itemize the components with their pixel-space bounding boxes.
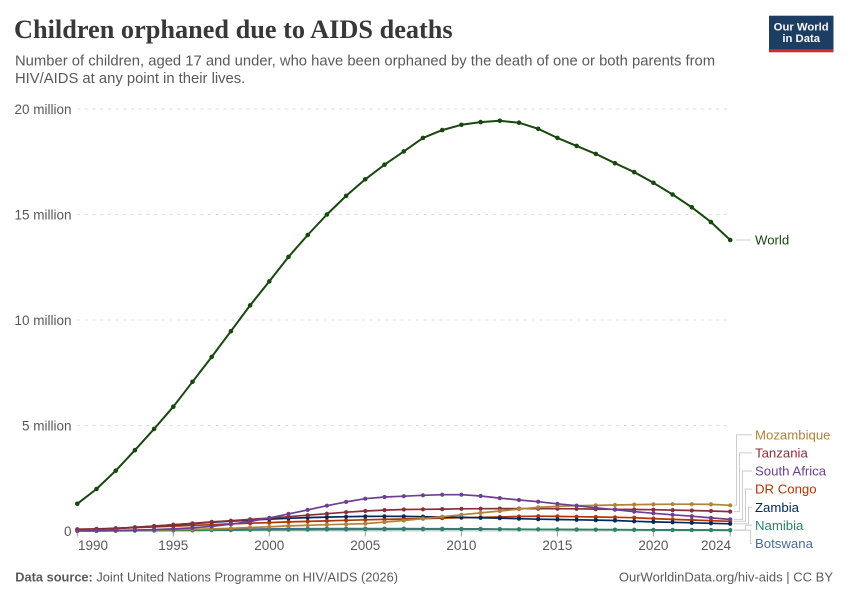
svg-text:Namibia: Namibia [755, 518, 804, 533]
svg-text:Botswana: Botswana [755, 536, 814, 551]
svg-text:1995: 1995 [158, 538, 188, 553]
svg-text:Our World: Our World [774, 22, 829, 34]
svg-text:0: 0 [64, 524, 72, 539]
svg-text:Zambia: Zambia [755, 500, 800, 515]
svg-text:15 million: 15 million [14, 208, 71, 223]
svg-text:OurWorldinData.org/hiv-aids |: OurWorldinData.org/hiv-aids | CC BY [619, 570, 833, 585]
svg-text:Number of children, aged 17 an: Number of children, aged 17 and under, w… [15, 54, 715, 70]
svg-text:Children orphaned due to AIDS: Children orphaned due to AIDS deaths [14, 15, 453, 44]
svg-text:in Data: in Data [782, 33, 820, 45]
svg-text:1990: 1990 [78, 538, 108, 553]
svg-text:World: World [755, 233, 789, 248]
svg-text:10 million: 10 million [14, 313, 71, 328]
svg-text:2024: 2024 [701, 538, 732, 553]
svg-text:2020: 2020 [638, 538, 668, 553]
svg-text:20 million: 20 million [14, 102, 71, 117]
svg-text:Tanzania: Tanzania [755, 446, 808, 461]
svg-text:South Africa: South Africa [755, 464, 827, 479]
svg-text:Data source: Joint United Nati: Data source: Joint United Nations Progra… [15, 570, 398, 585]
svg-text:5 million: 5 million [22, 419, 72, 434]
svg-text:HIV/AIDS at any point in their: HIV/AIDS at any point in their lives. [15, 71, 245, 87]
svg-text:2015: 2015 [542, 538, 572, 553]
svg-text:2010: 2010 [446, 538, 476, 553]
svg-text:Mozambique: Mozambique [755, 427, 831, 442]
svg-text:2000: 2000 [254, 538, 284, 553]
svg-text:2005: 2005 [350, 538, 380, 553]
svg-text:DR Congo: DR Congo [755, 482, 817, 497]
